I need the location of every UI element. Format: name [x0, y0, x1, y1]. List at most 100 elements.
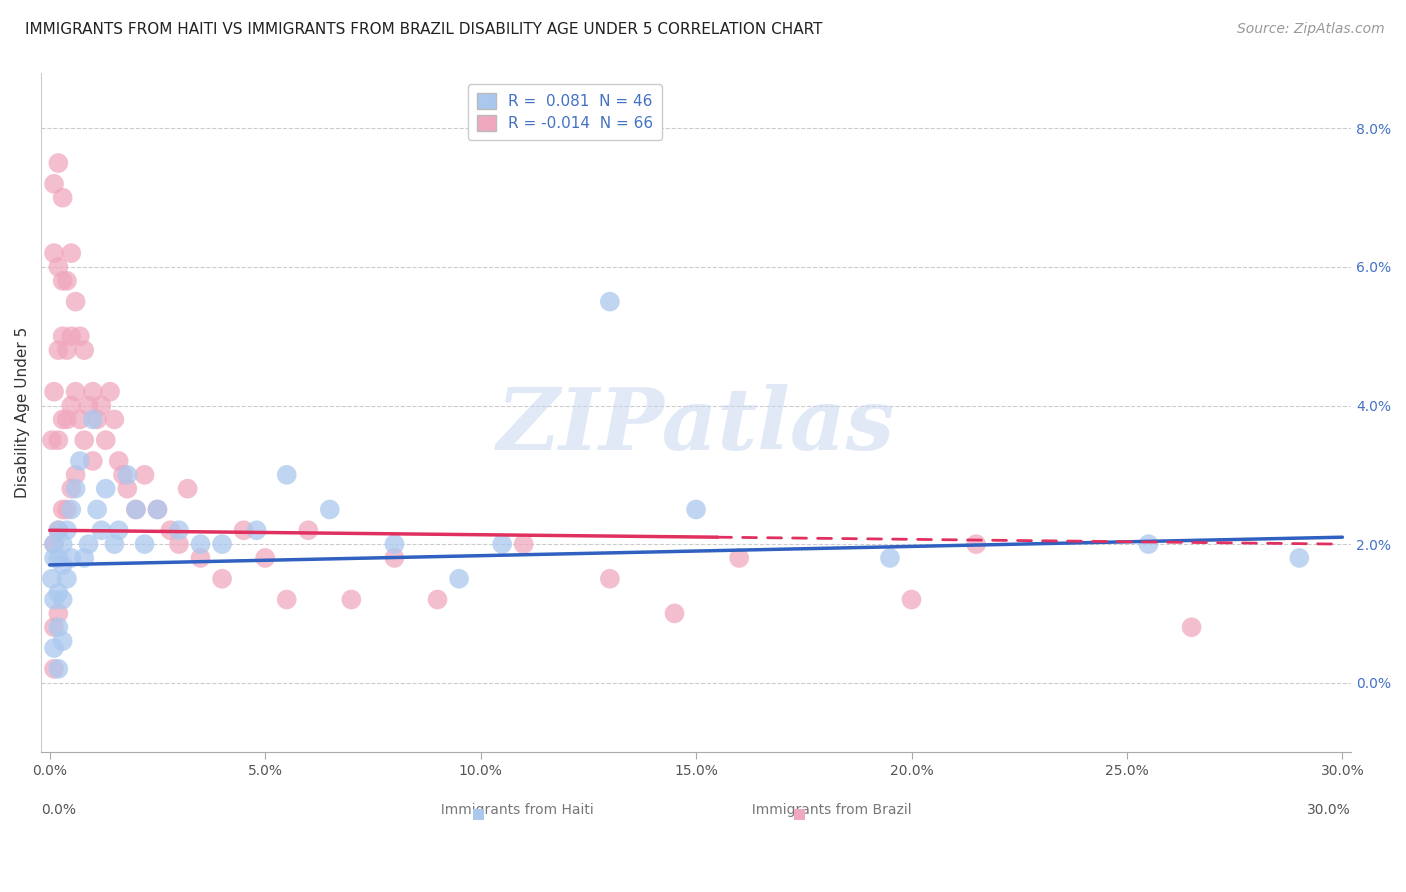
Point [146, 502, 169, 516]
Point [52, 558, 75, 572]
Point [107, 454, 129, 468]
Point [42, 177, 65, 191]
Point [111, 467, 134, 482]
Point [297, 523, 319, 537]
Point [46, 662, 69, 676]
Point [42, 662, 65, 676]
Text: ▪: ▪ [792, 803, 807, 823]
Point [60, 399, 83, 413]
Point [46, 620, 69, 634]
Point [276, 467, 298, 482]
Point [98, 384, 121, 399]
Point [42, 551, 65, 566]
Point [65, 482, 87, 496]
Point [1137, 537, 1160, 551]
Point [42, 641, 65, 656]
Point [73, 343, 96, 358]
Text: ▪: ▪ [471, 803, 486, 823]
Point [82, 384, 104, 399]
Point [52, 329, 75, 343]
Text: ZIPatlas: ZIPatlas [496, 384, 896, 467]
Point [77, 399, 100, 413]
Point [86, 412, 108, 426]
Point [384, 551, 406, 566]
Text: 30.0%: 30.0% [1308, 803, 1351, 817]
Text: Immigrants from Brazil: Immigrants from Brazil [742, 803, 911, 817]
Point [73, 433, 96, 447]
Point [60, 482, 83, 496]
Point [146, 502, 169, 516]
Point [65, 467, 87, 482]
Point [1288, 551, 1310, 566]
Point [664, 607, 686, 621]
Point [449, 572, 471, 586]
Point [46, 433, 69, 447]
Point [167, 537, 190, 551]
Point [232, 523, 254, 537]
Text: Immigrants from Haiti: Immigrants from Haiti [432, 803, 593, 817]
Point [60, 246, 83, 260]
Point [685, 502, 707, 516]
Point [103, 412, 125, 426]
Point [73, 551, 96, 566]
Point [42, 592, 65, 607]
Point [134, 467, 156, 482]
Point [254, 551, 277, 566]
Point [46, 343, 69, 358]
Point [176, 482, 198, 496]
Point [77, 537, 100, 551]
Point [125, 502, 148, 516]
Point [599, 572, 621, 586]
Point [46, 156, 69, 170]
Point [69, 412, 91, 426]
Point [69, 329, 91, 343]
Point [340, 592, 363, 607]
Point [65, 384, 87, 399]
Point [56, 502, 79, 516]
Point [52, 634, 75, 648]
Point [190, 537, 212, 551]
Point [46, 523, 69, 537]
Point [900, 592, 922, 607]
Point [82, 454, 104, 468]
Point [42, 537, 65, 551]
Point [46, 260, 69, 274]
Point [245, 523, 267, 537]
Point [879, 551, 901, 566]
Point [60, 551, 83, 566]
Point [491, 537, 513, 551]
Point [190, 551, 212, 566]
Point [46, 523, 69, 537]
Point [52, 502, 75, 516]
Point [90, 523, 112, 537]
Point [384, 537, 406, 551]
Point [65, 294, 87, 309]
Point [46, 551, 69, 566]
Point [211, 572, 233, 586]
Point [211, 537, 233, 551]
Point [56, 343, 79, 358]
Point [103, 537, 125, 551]
Point [107, 523, 129, 537]
Text: IMMIGRANTS FROM HAITI VS IMMIGRANTS FROM BRAZIL DISABILITY AGE UNDER 5 CORRELATI: IMMIGRANTS FROM HAITI VS IMMIGRANTS FROM… [25, 22, 823, 37]
Point [41, 572, 63, 586]
Point [167, 523, 190, 537]
Point [86, 502, 108, 516]
Point [426, 592, 449, 607]
Point [46, 607, 69, 621]
Point [56, 274, 79, 288]
Point [52, 592, 75, 607]
Point [125, 502, 148, 516]
Point [512, 537, 534, 551]
Point [90, 399, 112, 413]
Point [52, 274, 75, 288]
Point [276, 592, 298, 607]
Point [56, 523, 79, 537]
Point [42, 246, 65, 260]
Point [60, 502, 83, 516]
Point [599, 294, 621, 309]
Point [42, 537, 65, 551]
Point [60, 329, 83, 343]
Point [52, 191, 75, 205]
Y-axis label: Disability Age Under 5: Disability Age Under 5 [15, 326, 30, 498]
